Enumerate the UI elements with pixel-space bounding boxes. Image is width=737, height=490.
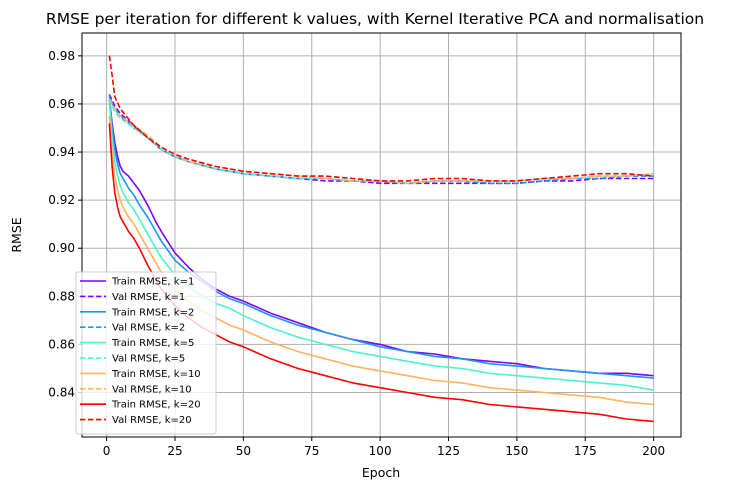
x-tick-label: 150 bbox=[505, 444, 528, 458]
series-layer bbox=[108, 55, 654, 423]
ticks: 0 25 50 75 100 125 150 175 200 0.84 0.86 0.88 0.90 0.… bbox=[48, 49, 665, 458]
series-line bbox=[108, 93, 654, 185]
x-tick-label: 100 bbox=[369, 444, 392, 458]
series-line bbox=[108, 98, 654, 185]
x-tick-label: 25 bbox=[167, 444, 182, 458]
series-line bbox=[108, 99, 654, 377]
legend-label: Train RMSE, k=20 bbox=[111, 400, 201, 411]
chart-title: RMSE per iteration for different k value… bbox=[46, 10, 704, 28]
legend-label: Val RMSE, k=10 bbox=[112, 384, 192, 395]
legend-box bbox=[75, 271, 217, 435]
series-line bbox=[108, 101, 654, 391]
legend-label: Train RMSE, k=5 bbox=[111, 338, 194, 349]
y-axis-label: RMSE bbox=[9, 217, 24, 252]
series-line bbox=[108, 123, 654, 423]
x-tick-label: 50 bbox=[236, 444, 251, 458]
y-tick-label: 0.96 bbox=[48, 97, 75, 111]
series-line bbox=[108, 94, 654, 379]
x-tick-label: 125 bbox=[437, 444, 460, 458]
x-tick-label: 0 bbox=[103, 444, 111, 458]
plot-frame bbox=[81, 32, 682, 438]
legend: Train RMSE, k=1 Val RMSE, k=1 Train RMSE, … bbox=[75, 271, 217, 435]
y-tick-label: 0.98 bbox=[48, 49, 75, 63]
x-tick-label: 175 bbox=[574, 444, 597, 458]
series-line bbox=[108, 96, 654, 185]
legend-label: Val RMSE, k=5 bbox=[112, 354, 185, 365]
series-line bbox=[108, 55, 654, 182]
legend-label: Train RMSE, k=1 bbox=[111, 277, 194, 288]
legend-label: Train RMSE, k=10 bbox=[111, 369, 201, 380]
series-line bbox=[108, 98, 654, 185]
series-line bbox=[108, 115, 654, 406]
y-tick-label: 0.88 bbox=[48, 289, 75, 303]
legend-label: Val RMSE, k=2 bbox=[112, 323, 185, 334]
legend-label: Val RMSE, k=1 bbox=[112, 292, 185, 303]
legend-label: Val RMSE, k=20 bbox=[112, 415, 192, 426]
y-tick-label: 0.86 bbox=[48, 337, 75, 351]
x-axis-label: Epoch bbox=[362, 465, 400, 480]
y-tick-label: 0.84 bbox=[48, 386, 75, 400]
y-tick-label: 0.92 bbox=[48, 193, 75, 207]
y-tick-label: 0.94 bbox=[48, 145, 75, 159]
legend-label: Train RMSE, k=2 bbox=[111, 307, 194, 318]
x-tick-label: 200 bbox=[642, 444, 665, 458]
y-tick-label: 0.90 bbox=[48, 241, 75, 255]
x-tick-label: 75 bbox=[304, 444, 319, 458]
